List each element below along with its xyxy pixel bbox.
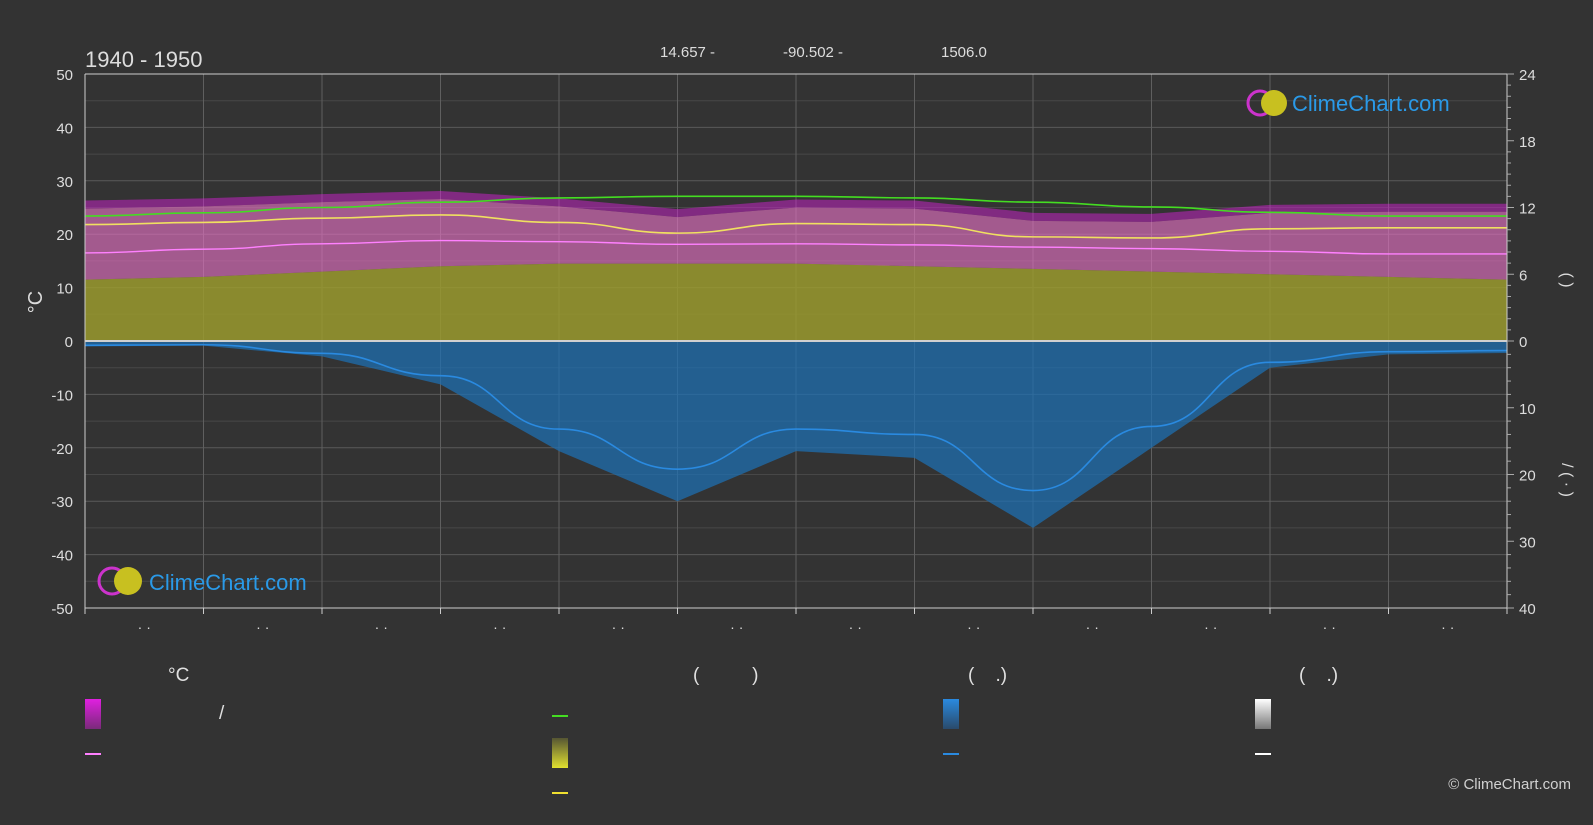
x-tick-label: · · (375, 619, 388, 635)
left-tick-label: 30 (56, 174, 73, 191)
x-tick-label: · · (1323, 619, 1336, 635)
x-tick-label: · · (138, 619, 151, 635)
left-tick-label: 0 (65, 334, 73, 351)
x-tick-label: · · (612, 619, 625, 635)
right-tick-label-top: 12 (1519, 201, 1536, 218)
right-tick-label-bottom: 20 (1519, 468, 1536, 485)
legend-swatch-temp-range (85, 699, 101, 729)
legend-swatch-rain-mean (943, 753, 959, 755)
legend-swatch-snow (1255, 699, 1271, 729)
sunshine-mean-line (84, 214, 1507, 239)
left-tick-label: -30 (51, 494, 73, 511)
x-tick-label: · · (1086, 619, 1099, 635)
x-tick-label: · · (493, 619, 506, 635)
longitude-label: -90.502 - (783, 44, 843, 61)
left-tick-label: -20 (51, 441, 73, 458)
x-tick-label: · · (1441, 619, 1454, 635)
legend-swatch-snow-mean (1255, 753, 1271, 755)
right-tick-label-top: 24 (1519, 67, 1536, 84)
temp-extreme-area (85, 190, 1507, 222)
legend-swatch-sunshine (552, 738, 568, 768)
temp-range-area (85, 198, 1507, 280)
right-tick-label-bottom: 30 (1519, 534, 1536, 551)
right-axis-label-top: ( ) (1558, 272, 1575, 287)
latitude-label: 14.657 - (660, 44, 715, 61)
legend-snow-header: ( .) (1299, 665, 1339, 686)
x-tick-label: · · (730, 619, 743, 635)
legend-swatch-rain (943, 699, 959, 729)
logo-sun-icon (1261, 90, 1287, 116)
chart-axes: 50 40 30 20 10 0 -10 -20 -30 -40 -50 24 18 12 6 0 10 20 30… (51, 67, 1535, 635)
left-tick-label: -40 (51, 548, 73, 565)
logo-bottom-text: ClimeChart.com (149, 570, 307, 595)
right-tick-label-top: 0 (1519, 334, 1527, 351)
left-axis-label: °C (25, 291, 47, 313)
left-tick-label: 40 (56, 120, 73, 137)
legend-swatch-temp-mean (85, 753, 101, 755)
legend-sun-header: ( ) (693, 665, 759, 686)
right-tick-label-bottom: 10 (1519, 401, 1536, 418)
logo-top-text: ClimeChart.com (1292, 91, 1450, 116)
legend-temp-header: °C (168, 665, 190, 686)
chart-lines (84, 195, 1508, 492)
chart-fills (85, 190, 1507, 528)
rain-area (85, 341, 1507, 528)
legend-slash: / (219, 703, 225, 724)
left-tick-label: -10 (51, 387, 73, 404)
legend-swatch-daylight (552, 715, 568, 717)
right-tick-label-bottom: 40 (1519, 601, 1536, 618)
logo-sun-icon-bottom (114, 567, 142, 595)
logo-bottom: ClimeChart.com (97, 566, 307, 596)
rain-mean-line (84, 343, 1508, 492)
right-tick-label-top: 6 (1519, 267, 1527, 284)
x-tick-label: · · (967, 619, 980, 635)
daylight-line (84, 195, 1507, 217)
x-tick-label: · · (849, 619, 862, 635)
left-tick-label: 20 (56, 227, 73, 244)
logo-top: ClimeChart.com (1246, 89, 1450, 117)
legend-rain-header: ( .) (968, 665, 1008, 686)
legend-swatch-sunshine-mean (552, 792, 568, 794)
copyright: © ClimeChart.com (1448, 776, 1571, 793)
left-tick-label: 50 (56, 67, 73, 84)
right-axis-label-bottom: / ( · ) (1558, 463, 1575, 497)
elevation-label: 1506.0 (941, 44, 987, 61)
sunshine-area (85, 263, 1507, 341)
mean-temp-line (84, 239, 1507, 255)
right-tick-label-top: 18 (1519, 134, 1536, 151)
x-tick-label: · · (1204, 619, 1217, 635)
x-tick-label: · · (256, 619, 269, 635)
left-tick-label: -50 (51, 601, 73, 618)
period-title: 1940 - 1950 (85, 47, 202, 72)
left-tick-label: 10 (56, 281, 73, 298)
